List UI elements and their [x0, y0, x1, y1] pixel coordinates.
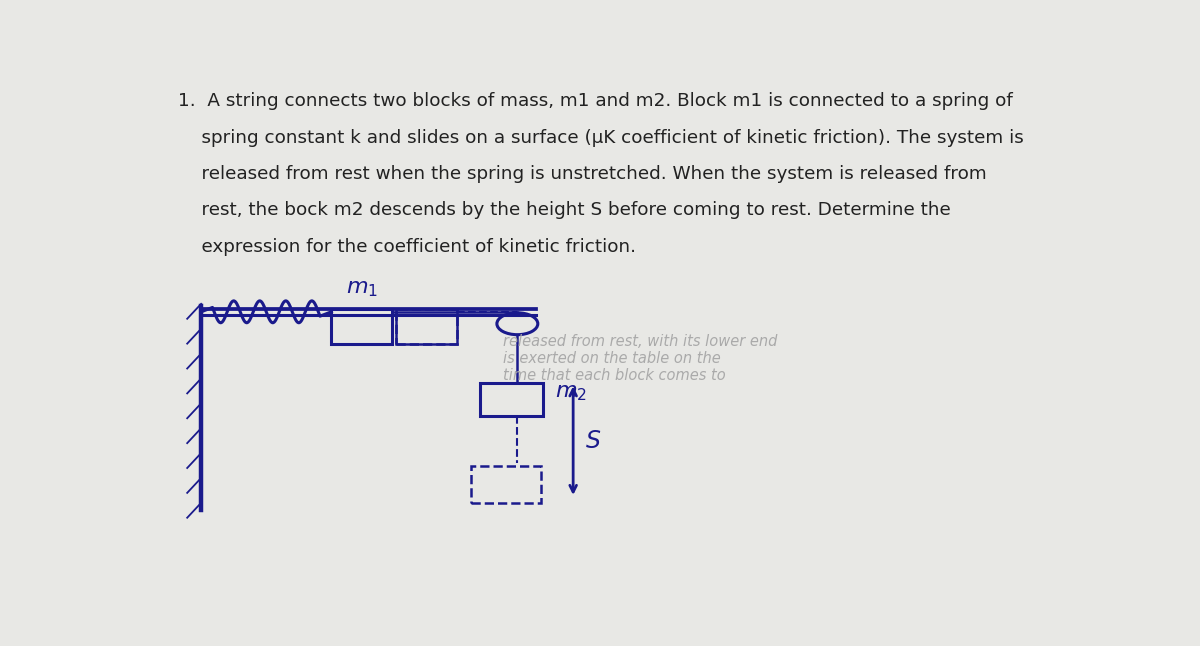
Text: $m_{\mathsf{2}}$: $m_{\mathsf{2}}$: [554, 383, 587, 403]
Text: spring constant k and slides on a surface (μK coefficient of kinetic friction). : spring constant k and slides on a surfac…: [178, 129, 1024, 147]
Text: released from rest, with its lower end: released from rest, with its lower end: [504, 333, 778, 349]
Bar: [470, 466, 541, 503]
Text: 1.  A string connects two blocks of mass, m1 and m2. Block m1 is connected to a : 1. A string connects two blocks of mass,…: [178, 92, 1013, 110]
Bar: [331, 309, 391, 344]
Text: released from rest when the spring is unstretched. When the system is released f: released from rest when the spring is un…: [178, 165, 986, 183]
Text: expression for the coefficient of kinetic friction.: expression for the coefficient of kineti…: [178, 238, 636, 256]
Text: is exerted on the table on the: is exerted on the table on the: [504, 351, 721, 366]
Bar: [396, 309, 457, 344]
Text: $S$: $S$: [586, 429, 601, 453]
Bar: [480, 384, 544, 416]
Bar: [396, 309, 457, 344]
Text: rest, the bock m2 descends by the height S before coming to rest. Determine the: rest, the bock m2 descends by the height…: [178, 202, 950, 220]
Text: $m_{\mathsf{1}}$: $m_{\mathsf{1}}$: [346, 279, 378, 299]
Text: time that each block comes to: time that each block comes to: [504, 368, 726, 384]
